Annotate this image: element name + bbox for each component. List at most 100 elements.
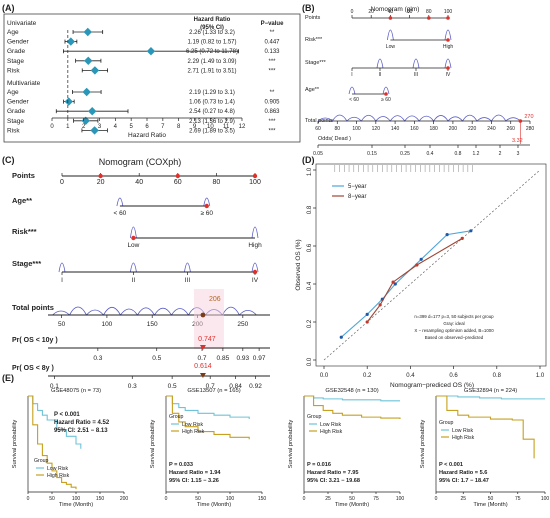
tick-label: 0.8 — [455, 151, 462, 157]
tick-label: 180 — [429, 126, 438, 132]
selected-point — [388, 16, 393, 20]
density-curve — [348, 86, 356, 95]
x-tick-label: 8 — [177, 124, 181, 130]
tick-label: I — [351, 72, 352, 78]
hr-marker — [84, 56, 93, 65]
series-point — [393, 282, 397, 286]
tick-label: 60 — [174, 179, 182, 186]
x-tick-label: 100 — [72, 496, 81, 502]
x-tick-label: 5 — [129, 124, 133, 130]
x-tick-label: 0.8 — [493, 373, 502, 379]
tick-label: 20 — [97, 179, 105, 186]
nomogram-glm: Nomogram (glm) Points 0 20 40 60 80 100 Risk*** L… — [305, 6, 534, 157]
km-title: GSE32894 (n = 224) — [464, 388, 517, 394]
low-risk-curve — [166, 395, 250, 420]
legend-title: Group — [307, 414, 322, 420]
km-stat: Hazard Ratio = 5.6 — [439, 470, 487, 476]
tick-label: 0.7 — [206, 383, 215, 390]
high-risk-curve — [166, 395, 250, 440]
km-stat: P < 0.001 — [54, 412, 80, 418]
tick-label: 0 — [60, 179, 64, 186]
x-tick-label: 0 — [50, 124, 54, 130]
density-curve — [376, 58, 384, 69]
y-tick-label: 0.6 — [307, 243, 313, 252]
high-risk-curve — [436, 395, 535, 459]
x-tick-label: 0 — [435, 496, 438, 502]
row-label: Pr( OS < 10y ) — [12, 337, 58, 344]
tick-label: 2 — [499, 151, 502, 157]
nomogram-coxph: Nomogram (COXph) Points 0 20 40 60 80 100 Age** <… — [12, 157, 270, 390]
tick-label: 280 — [526, 126, 535, 132]
series-point — [339, 335, 343, 339]
ci-text: 2.26 (1.33 to 3.2) — [189, 30, 235, 36]
selected-point — [384, 92, 388, 96]
x-tick-label: 10 — [207, 124, 214, 130]
pr2-highlight: 0.614 — [194, 363, 212, 370]
tick-label: High — [443, 44, 454, 50]
km-plot: GSE32894 (n = 224) 0 25 50 75 100 Time (Month)… — [420, 388, 549, 508]
x-axis-label: Nomogram−prediced OS (%) — [390, 382, 474, 389]
legend-label: High Risk — [182, 429, 205, 435]
y-tick-label: 0.8 — [307, 205, 313, 214]
x-axis-label: Time (Month) — [473, 502, 507, 508]
tick-label: 80 — [334, 126, 340, 132]
selected-point — [446, 38, 450, 42]
row-label: Stage*** — [12, 259, 41, 268]
series-point — [415, 263, 419, 267]
tick-label: 0.3 — [128, 383, 137, 390]
group-title: Univariate — [7, 20, 37, 27]
km-stat: 95% CI: 3.21 − 19.68 — [307, 478, 360, 484]
tick-label: 0.15 — [367, 151, 377, 157]
header-ci: (95% CI) — [200, 25, 224, 31]
selected-point — [446, 16, 450, 20]
x-tick-label: 9 — [193, 124, 197, 130]
x-tick-label: 100 — [541, 496, 550, 502]
row-label: Points — [305, 15, 321, 21]
tick-label: High — [248, 242, 262, 249]
tick-label: 80 — [213, 179, 221, 186]
density-curve — [116, 197, 124, 207]
tick-label: Low — [127, 242, 139, 249]
panel-label-a: (A) — [2, 3, 15, 13]
x-tick-label: 50 — [488, 496, 494, 502]
tick-label: 140 — [391, 126, 400, 132]
row-label: Points — [12, 171, 35, 180]
panel-label-e: (E) — [2, 373, 14, 383]
variable-label: Age — [7, 89, 19, 96]
variable-label: Grade — [7, 108, 25, 115]
km-stat: 95% CI: 2.51 − 8.13 — [54, 428, 108, 434]
group-title: Multivariate — [7, 80, 41, 87]
tick-label: II — [379, 72, 382, 78]
row-label: Stage*** — [305, 60, 327, 66]
tick-label: 0.85 — [217, 355, 230, 362]
series-point — [391, 280, 395, 284]
low-risk-curve — [304, 395, 400, 402]
series-point — [378, 303, 382, 307]
pr1-marker — [199, 345, 206, 350]
p-value: *** — [268, 59, 276, 65]
odds-highlight: 3.32 — [512, 138, 523, 144]
tick-label: 3 — [517, 151, 520, 157]
note-text: n=399 d=177 p=3, 50 subjects per group — [414, 314, 494, 319]
tick-label: 100 — [444, 9, 453, 15]
tick-label: 160 — [410, 126, 419, 132]
x-tick-label: 1 — [66, 124, 70, 130]
x-tick-label: 6 — [145, 124, 149, 130]
y-tick-label: 1.0 — [307, 167, 313, 176]
x-tick-label: 4 — [114, 124, 118, 130]
ci-text: 2.13 (1.36 to 2.9) — [189, 119, 235, 125]
plot-frame — [315, 163, 547, 367]
row-label: Risk*** — [305, 37, 323, 43]
density-curve — [130, 262, 137, 273]
nomogram-title: Nomogram (glm) — [371, 6, 420, 13]
note-text: X − resampling optimism added, B=1000 — [414, 328, 494, 333]
ci-text: 2.19 (1.29 to 3.1) — [189, 90, 235, 96]
selected-point — [98, 173, 103, 179]
x-tick-label: 50 — [349, 496, 355, 502]
x-tick-label: 50 — [195, 496, 201, 502]
y-axis-label: Survival probability — [150, 420, 156, 469]
density-curve — [382, 86, 390, 95]
x-tick-label: 50 — [49, 496, 55, 502]
legend-label: 8−year — [348, 194, 367, 200]
y-axis-label: Survival probability — [12, 420, 18, 469]
